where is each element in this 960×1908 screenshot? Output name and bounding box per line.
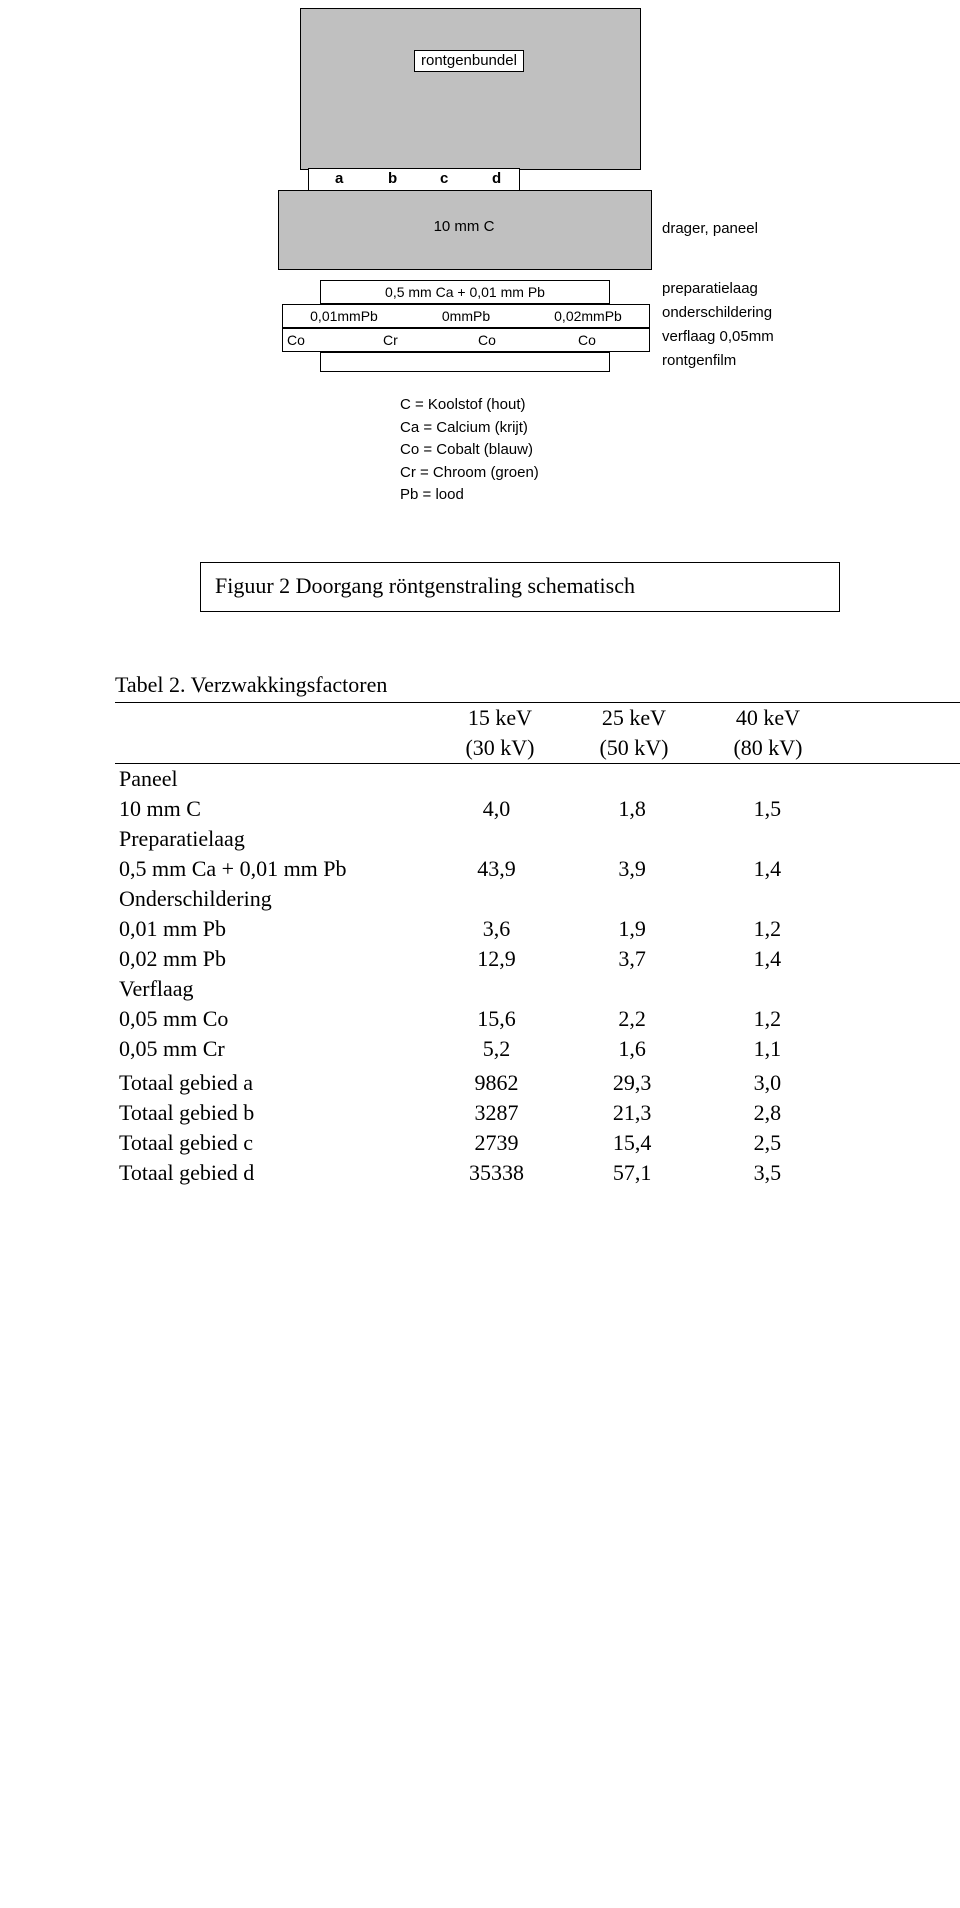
s3r1-v2: 1,1 xyxy=(700,1034,835,1064)
s4r0-v2: 3,0 xyxy=(700,1068,835,1098)
col-head-0b: (30 kV) xyxy=(433,733,567,763)
legend-line-4: Pb = lood xyxy=(400,484,539,507)
s2r1-v2: 1,4 xyxy=(700,944,835,974)
s4r3-v0: 35338 xyxy=(429,1158,565,1188)
s4r3-v1: 57,1 xyxy=(564,1158,699,1188)
s4r1-label: Totaal gebied b xyxy=(115,1098,429,1128)
page: rontgenbundel a b c d 10 mm C drager, pa… xyxy=(0,10,960,1188)
s0r0-v2: 1,5 xyxy=(700,794,835,824)
s1r0-v0: 43,9 xyxy=(429,854,565,884)
s4r2-v1: 15,4 xyxy=(564,1128,699,1158)
s2r0-v2: 1,2 xyxy=(700,914,835,944)
s1r0-v2: 1,4 xyxy=(700,854,835,884)
s4r0-v0: 9862 xyxy=(429,1068,565,1098)
letter-a: a xyxy=(335,170,343,187)
paint-cell-0: Co xyxy=(283,329,357,351)
side-label-paint: verflaag 0,05mm xyxy=(662,328,774,345)
s3r0-v0: 15,6 xyxy=(429,1004,565,1034)
panel-text: 10 mm C xyxy=(278,218,650,235)
letter-c: c xyxy=(440,170,448,187)
s4r3-label: Totaal gebied d xyxy=(115,1158,429,1188)
under-layer-row: 0,01mmPb 0mmPb 0,02mmPb xyxy=(282,304,650,328)
s3r0-label: 0,05 mm Co xyxy=(115,1004,429,1034)
col-head-0a: 15 keV xyxy=(433,703,567,733)
s4r2-v2: 2,5 xyxy=(700,1128,835,1158)
sect-0-head: Paneel xyxy=(115,764,429,794)
sect-1-head: Preparatielaag xyxy=(115,824,429,854)
col-head-1b: (50 kV) xyxy=(567,733,701,763)
attenuation-table: 15 keV 25 keV 40 keV (30 kV) (50 kV) (80… xyxy=(115,703,835,763)
s2r1-v0: 12,9 xyxy=(429,944,565,974)
s4r1-v0: 3287 xyxy=(429,1098,565,1128)
s1r0-v1: 3,9 xyxy=(564,854,699,884)
beam-label: rontgenbundel xyxy=(414,50,524,72)
sect-3-head: Verflaag xyxy=(115,974,429,1004)
letter-d: d xyxy=(492,170,501,187)
under-cell-0: 0,01mmPb xyxy=(283,305,405,327)
attenuation-table-body: Paneel 10 mm C 4,0 1,8 1,5 Preparatielaa… xyxy=(115,764,835,1188)
s4r1-v1: 21,3 xyxy=(564,1098,699,1128)
s3r0-v1: 2,2 xyxy=(564,1004,699,1034)
col-head-2a: 40 keV xyxy=(701,703,835,733)
s2r1-v1: 3,7 xyxy=(564,944,699,974)
s0r0-label: 10 mm C xyxy=(115,794,429,824)
table-wrapper: Tabel 2. Verzwakkingsfactoren 15 keV 25 … xyxy=(115,672,960,1188)
legend-line-2: Co = Cobalt (blauw) xyxy=(400,439,539,462)
s4r0-v1: 29,3 xyxy=(564,1068,699,1098)
s4r3-v2: 3,5 xyxy=(700,1158,835,1188)
paint-cell-2: Co xyxy=(478,329,548,351)
s3r0-v2: 1,2 xyxy=(700,1004,835,1034)
s1r0-label: 0,5 mm Ca + 0,01 mm Pb xyxy=(115,854,429,884)
col-head-2b: (80 kV) xyxy=(701,733,835,763)
s4r1-v2: 2,8 xyxy=(700,1098,835,1128)
under-cell-1: 0mmPb xyxy=(405,305,527,327)
side-label-film: rontgenfilm xyxy=(662,352,736,369)
s2r0-v1: 1,9 xyxy=(564,914,699,944)
side-label-under: onderschildering xyxy=(662,304,772,321)
prep-layer-row: 0,5 mm Ca + 0,01 mm Pb xyxy=(320,280,610,304)
s4r0-label: Totaal gebied a xyxy=(115,1068,429,1098)
header-row-1: 15 keV 25 keV 40 keV xyxy=(115,703,835,733)
s0r0-v1: 1,8 xyxy=(564,794,699,824)
s2r0-label: 0,01 mm Pb xyxy=(115,914,429,944)
side-label-prep: preparatielaag xyxy=(662,280,758,297)
col-head-1a: 25 keV xyxy=(567,703,701,733)
side-label-panel: drager, paneel xyxy=(662,220,758,237)
figure-caption: Figuur 2 Doorgang röntgenstraling schema… xyxy=(200,562,840,612)
legend-line-1: Ca = Calcium (krijt) xyxy=(400,417,539,440)
s0r0-v0: 4,0 xyxy=(429,794,565,824)
s2r1-label: 0,02 mm Pb xyxy=(115,944,429,974)
under-cell-2: 0,02mmPb xyxy=(527,305,649,327)
film-layer xyxy=(320,352,610,372)
paint-layer-row: Co Cr Co Co xyxy=(282,328,650,352)
diagram-legend: C = Koolstof (hout) Ca = Calcium (krijt)… xyxy=(400,394,539,507)
paint-cell-1: Cr xyxy=(383,329,453,351)
s4r2-label: Totaal gebied c xyxy=(115,1128,429,1158)
sect-2-head: Onderschildering xyxy=(115,884,429,914)
paint-cell-3: Co xyxy=(578,329,648,351)
s2r0-v0: 3,6 xyxy=(429,914,565,944)
s3r1-v0: 5,2 xyxy=(429,1034,565,1064)
s3r1-v1: 1,6 xyxy=(564,1034,699,1064)
xray-schematic-diagram: rontgenbundel a b c d 10 mm C drager, pa… xyxy=(260,10,880,540)
header-row-2: (30 kV) (50 kV) (80 kV) xyxy=(115,733,835,763)
s3r1-label: 0,05 mm Cr xyxy=(115,1034,429,1064)
letter-b: b xyxy=(388,170,397,187)
legend-line-0: C = Koolstof (hout) xyxy=(400,394,539,417)
s4r2-v0: 2739 xyxy=(429,1128,565,1158)
legend-line-3: Cr = Chroom (groen) xyxy=(400,462,539,485)
table-title: Tabel 2. Verzwakkingsfactoren xyxy=(115,672,960,698)
